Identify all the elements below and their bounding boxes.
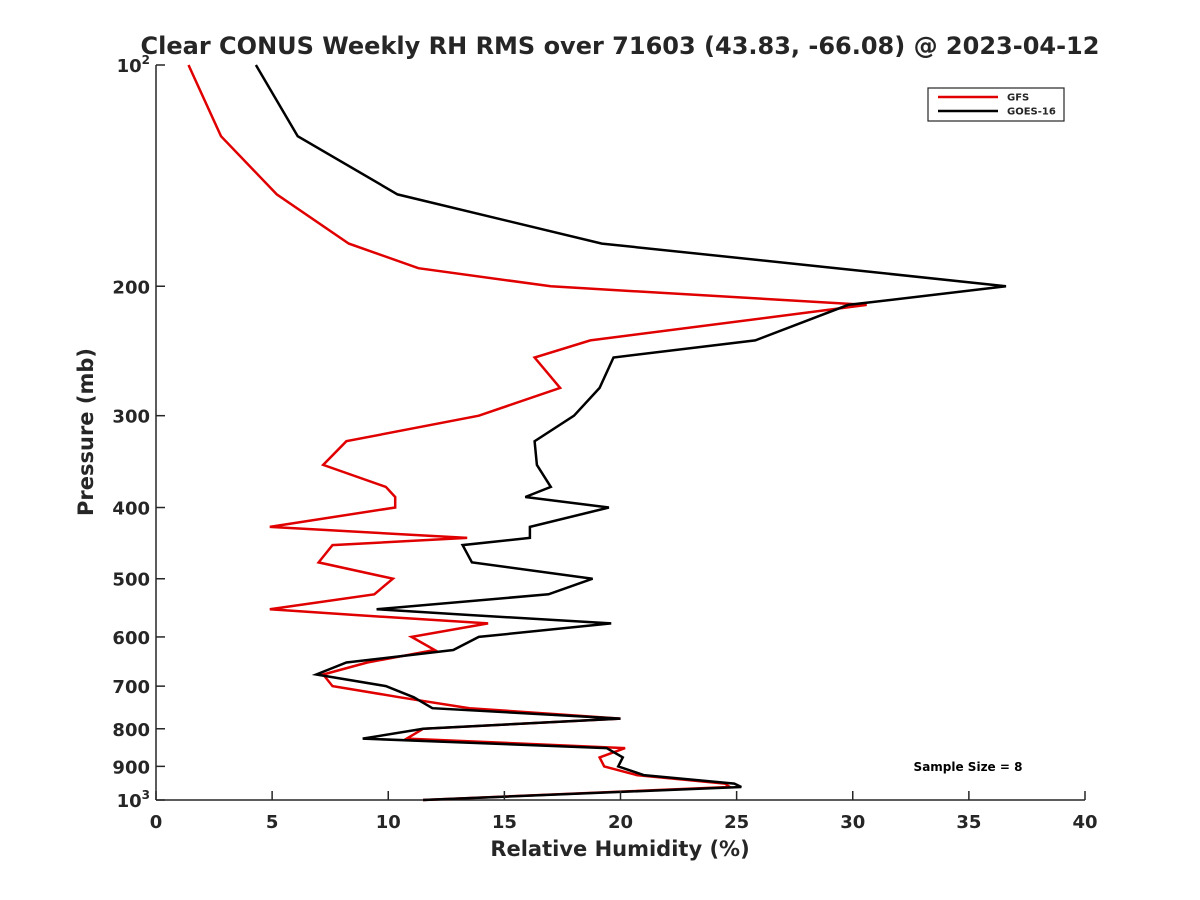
series-line-gfs [187,64,867,802]
y-tick-label: 200 [112,277,150,298]
y-tick-label: 102 [117,53,150,77]
y-tick-label: 103 [117,788,150,812]
y-tick-label: 300 [112,407,150,428]
x-axis-ticks: 0 5 10 15 20 25 30 35 40 [150,791,1098,833]
legend: GFS GOES-16 [927,87,1065,122]
y-tick-label: 400 [112,499,150,520]
x-tick-label: 35 [956,812,981,833]
y-tick-label: 600 [112,628,150,649]
legend-box [927,87,1065,122]
y-axis-ticks: 102 200 300 400 500 600 700 800 900 103 [112,53,165,812]
x-tick-label: 5 [266,812,279,833]
y-tick-label: 800 [112,720,150,741]
x-tick-label: 30 [840,812,865,833]
x-tick-label: 25 [724,812,749,833]
x-axis-label: Relative Humidity (%) [490,837,749,861]
x-tick-label: 20 [608,812,633,833]
sample-size-annotation: Sample Size = 8 [914,760,1023,774]
x-tick-label: 15 [492,812,517,833]
plot-frame [155,65,1085,801]
x-tick-label: 0 [150,812,163,833]
series-layer [187,64,1007,802]
legend-label: GOES-16 [1007,107,1056,118]
x-tick-label: 40 [1072,812,1097,833]
y-axis-label: Pressure (mb) [74,348,98,516]
y-tick-label: 500 [112,570,150,591]
y-tick-label: 700 [112,677,150,698]
chart-title: Clear CONUS Weekly RH RMS over 71603 (43… [141,32,1100,60]
legend-label: GFS [1007,93,1029,104]
x-tick-label: 10 [376,812,401,833]
y-tick-label: 900 [112,757,150,778]
series-line-goes-16 [254,64,1007,802]
